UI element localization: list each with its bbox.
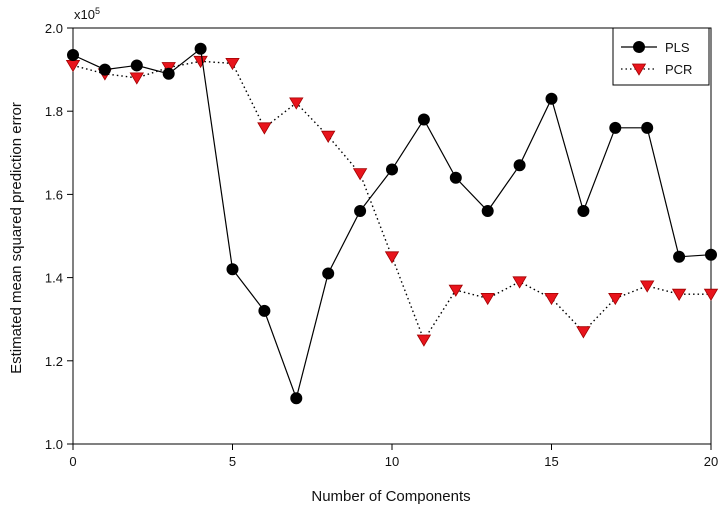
y-axis-title: Estimated mean squared prediction error xyxy=(8,102,25,374)
y-tick-label: 1.8 xyxy=(45,104,63,119)
y-tick-label: 1.4 xyxy=(45,271,63,286)
plot-frame xyxy=(72,27,712,445)
y-multiplier-label: x105 xyxy=(74,6,100,22)
pcr-point xyxy=(352,168,368,181)
pls-point xyxy=(545,92,558,105)
y-tick-label: 1.0 xyxy=(45,437,63,452)
pls-point xyxy=(609,121,622,134)
pls-point xyxy=(705,248,717,261)
pcr-point xyxy=(639,280,655,293)
pcr-point xyxy=(257,122,272,135)
pls-point xyxy=(513,159,526,172)
y-tick-label: 2.0 xyxy=(45,21,63,36)
x-tick-label: 20 xyxy=(704,454,718,469)
x-tick-label: 0 xyxy=(69,454,76,469)
pcr-point xyxy=(225,58,240,71)
pcr-point xyxy=(576,326,591,339)
pls-point xyxy=(354,205,367,218)
pcr-point xyxy=(384,251,400,264)
y-multiplier-exponent: 5 xyxy=(95,6,100,16)
x-axis-title: Number of Components xyxy=(311,488,470,505)
y-tick-label: 1.6 xyxy=(45,187,63,202)
legend-box xyxy=(612,27,710,86)
pcr-point xyxy=(129,72,145,85)
legend: PLS PCR xyxy=(612,27,710,86)
pcr-point xyxy=(289,97,304,110)
pcr-point xyxy=(512,276,527,289)
pcr-point xyxy=(448,284,464,297)
pls-point xyxy=(322,267,335,280)
pcr-point xyxy=(703,288,719,301)
pls-point xyxy=(130,59,143,72)
pcr-point xyxy=(193,55,208,69)
y-multiplier-base: x10 xyxy=(74,7,95,22)
pls-point xyxy=(290,392,303,405)
series-layer xyxy=(65,42,719,405)
pls-point xyxy=(258,304,271,317)
x-tick-label: 15 xyxy=(544,454,558,469)
pcr-point xyxy=(608,292,623,306)
pls-point xyxy=(577,205,590,218)
x-tick-label: 5 xyxy=(229,454,236,469)
pls-point xyxy=(67,49,79,62)
pcr-point xyxy=(671,288,687,301)
y-tick-label: 1.2 xyxy=(45,354,63,369)
pls-point xyxy=(641,121,654,134)
pcr-point xyxy=(416,334,432,347)
pls-point xyxy=(481,205,494,218)
pcr-point xyxy=(480,292,495,306)
legend-pls-label: PLS xyxy=(665,40,690,55)
legend-pcr-label: PCR xyxy=(665,62,692,77)
legend-pls-marker xyxy=(633,41,645,53)
pls-point xyxy=(98,63,111,76)
pls-line xyxy=(72,47,712,401)
pls-point xyxy=(162,67,175,80)
pls-point xyxy=(417,113,430,126)
pcr-point xyxy=(320,130,336,143)
pls-point xyxy=(194,42,207,55)
pcr-point xyxy=(544,292,559,306)
axes: 0 5 10 15 20 1.0 1.2 1.4 1.6 1.8 2.0 xyxy=(45,21,718,469)
pls-point xyxy=(449,171,462,184)
x-tick-label: 10 xyxy=(385,454,399,469)
legend-pcr-marker xyxy=(631,63,647,76)
pls-point xyxy=(226,263,239,276)
pls-point xyxy=(673,250,686,263)
pls-point xyxy=(386,163,398,176)
